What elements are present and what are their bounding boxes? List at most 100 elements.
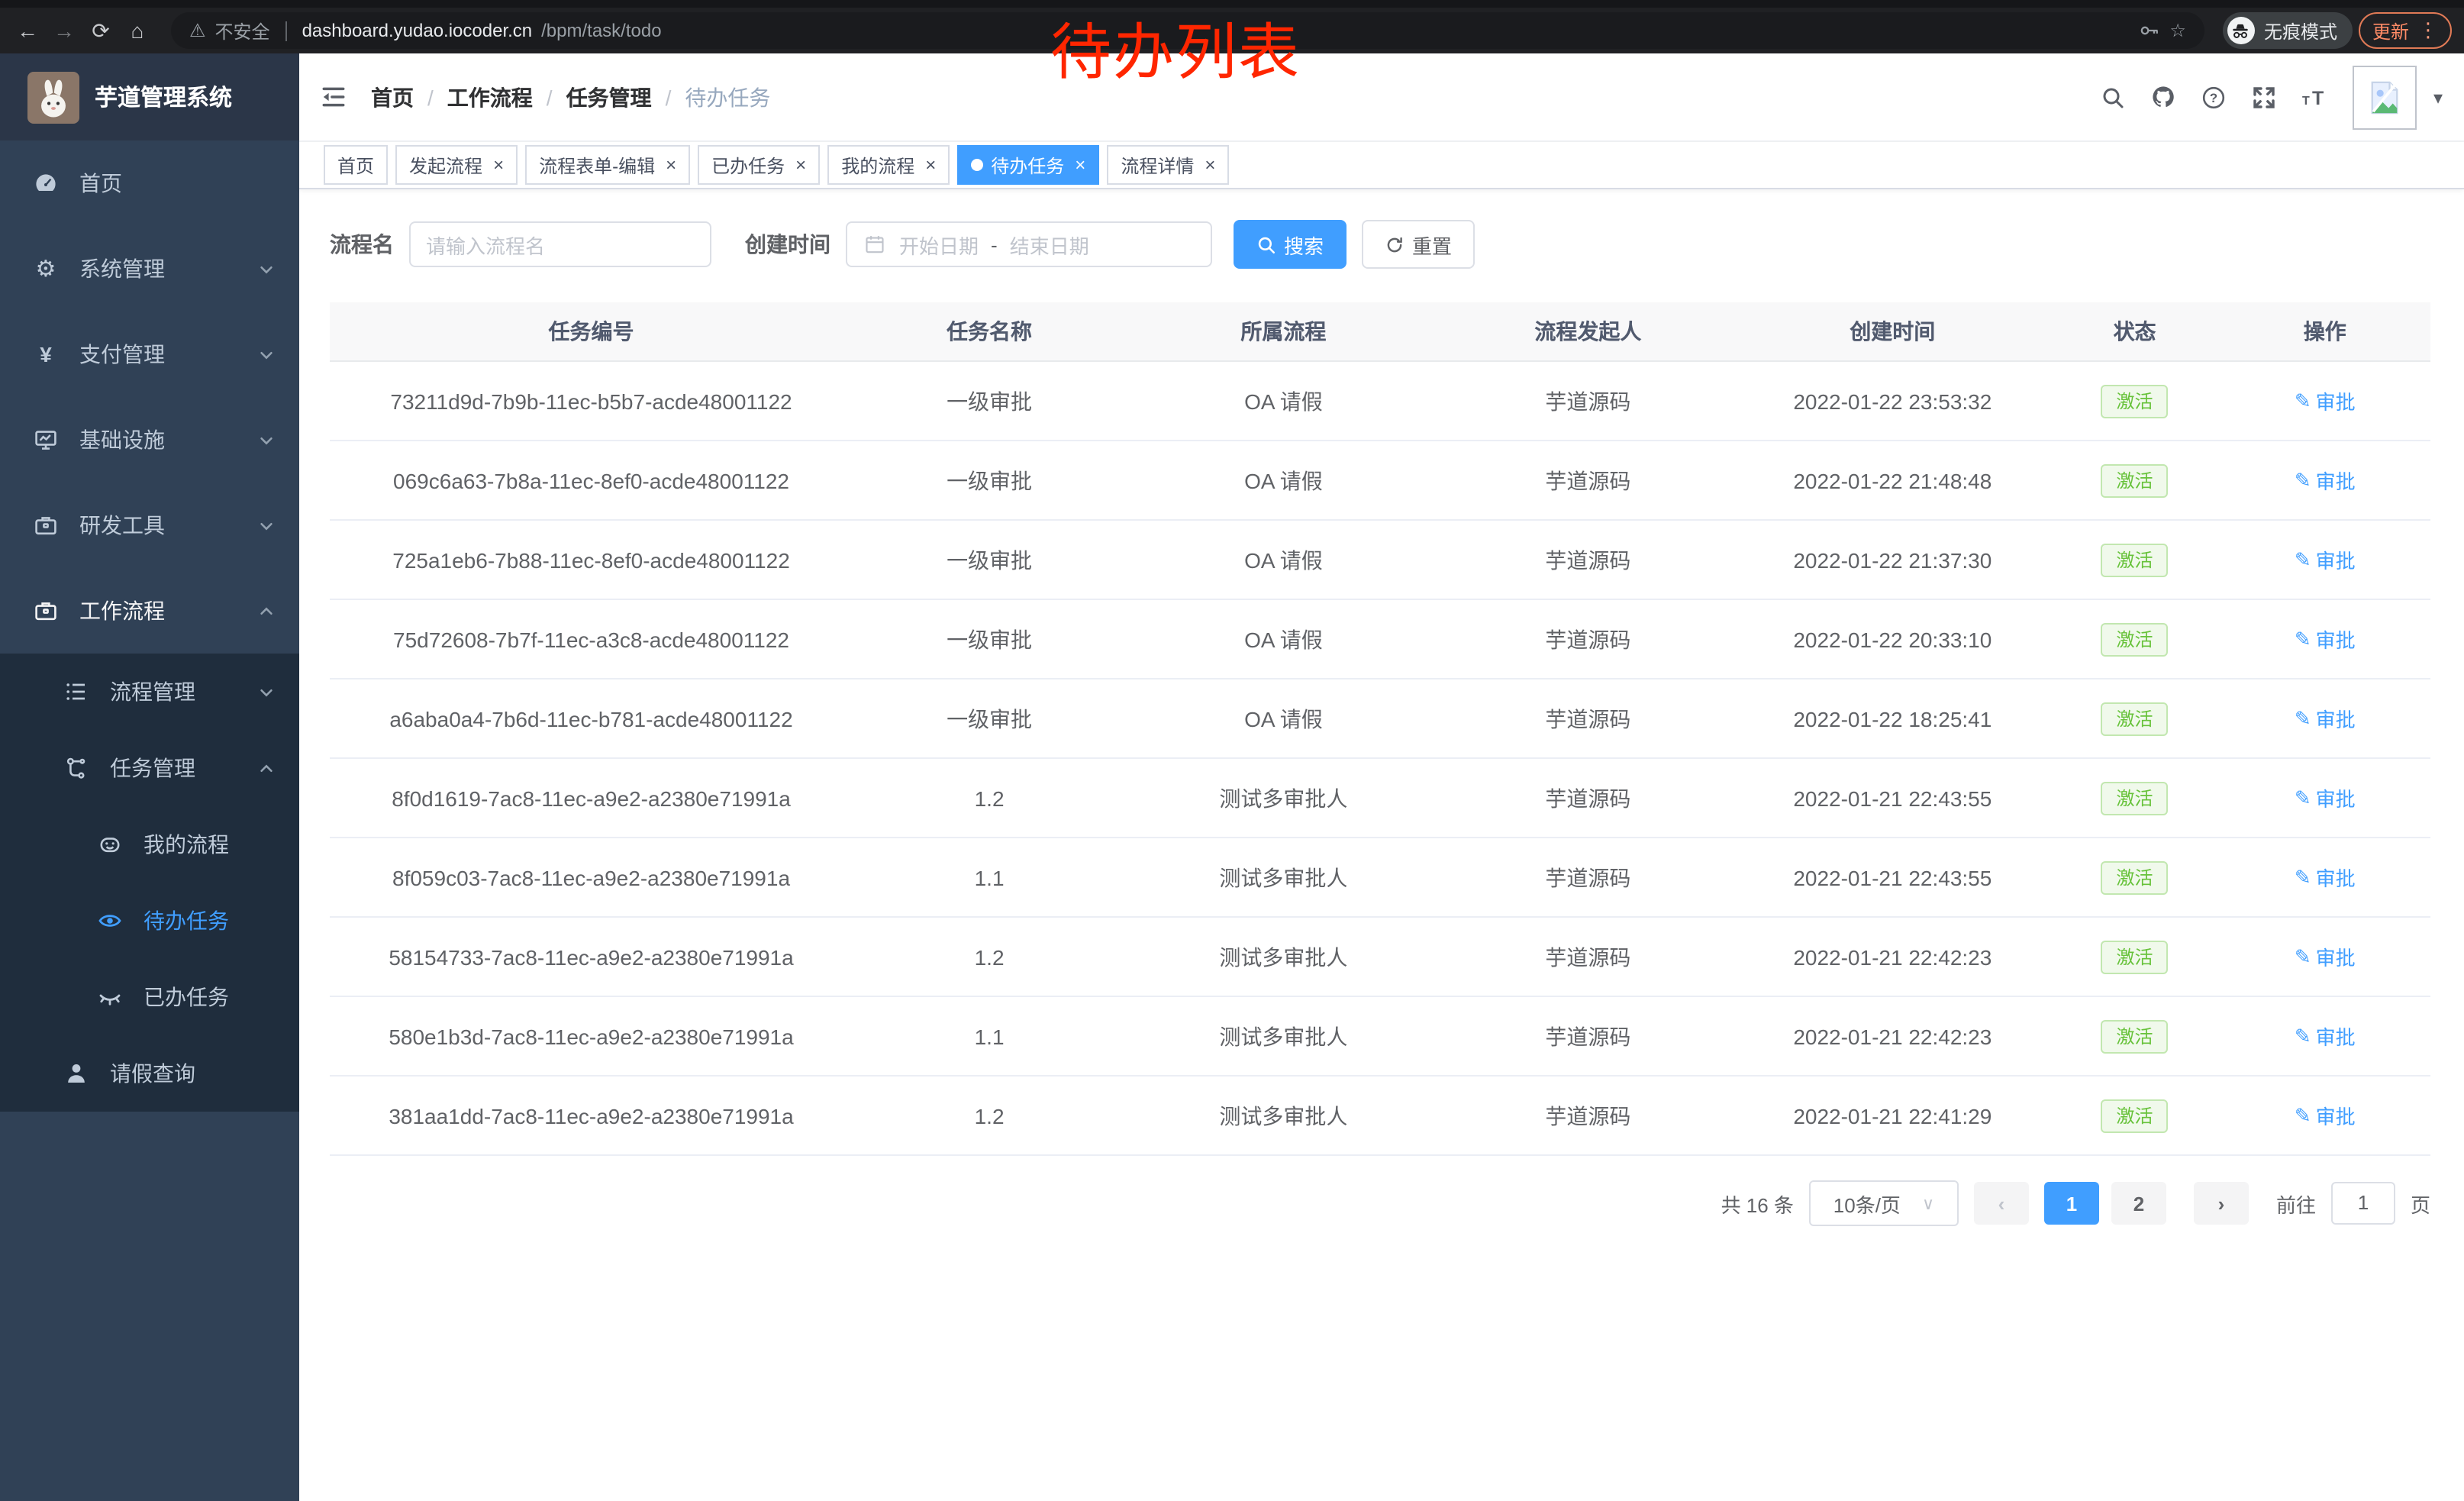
breadcrumb-item[interactable]: 工作流程: [447, 85, 533, 109]
cell-process: 测试多审批人: [1126, 838, 1441, 918]
table-row: 8f059c03-7ac8-11ec-a9e2-a2380e71991a 1.1 测…: [330, 838, 2430, 918]
tab-待办任务[interactable]: 待办任务 ×: [957, 145, 1100, 185]
breadcrumb-item[interactable]: 任务管理: [566, 85, 652, 109]
sidebar-item-workflow[interactable]: 工作流程: [0, 568, 299, 654]
sidebar-item-my-process[interactable]: 我的流程: [0, 806, 299, 883]
update-label: 更新: [2372, 21, 2409, 42]
avatar[interactable]: [2352, 65, 2417, 129]
avatar-chevron-down-icon[interactable]: ▾: [2433, 86, 2443, 108]
close-icon[interactable]: ×: [795, 154, 807, 176]
approve-link[interactable]: ✎ 审批: [2294, 389, 2356, 414]
page-button-2[interactable]: 2: [2111, 1182, 2166, 1225]
cell-status: 激活: [2050, 520, 2220, 600]
back-icon[interactable]: ←: [17, 18, 38, 43]
forward-icon[interactable]: →: [53, 18, 75, 43]
annotation-overlay: 待办列表: [1050, 20, 1301, 87]
next-page-button[interactable]: ›: [2193, 1182, 2249, 1225]
incognito-badge: 无痕模式: [2222, 12, 2353, 49]
cell-create-time: 2022-01-21 22:43:55: [1735, 758, 2050, 838]
tab-流程表单-编辑[interactable]: 流程表单-编辑 ×: [525, 145, 691, 185]
tab-首页[interactable]: 首页: [324, 145, 389, 185]
active-dot: [971, 159, 984, 171]
breadcrumb-item[interactable]: 待办任务: [685, 85, 771, 109]
sidebar-item-home[interactable]: 首页: [0, 140, 299, 226]
status-badge: 激活: [2101, 543, 2169, 576]
sidebar-item-label: 基础设施: [79, 428, 165, 452]
prev-page-button[interactable]: ‹: [1973, 1182, 2029, 1225]
breadcrumb-item[interactable]: 首页: [371, 85, 414, 109]
status-badge: 激活: [2101, 860, 2169, 894]
sidebar-item-process-mgmt[interactable]: 流程管理: [0, 654, 299, 730]
sidebar-item-system[interactable]: ⚙ 系统管理: [0, 226, 299, 311]
goto-page-input[interactable]: 1: [2330, 1182, 2395, 1225]
sidebar-item-todo-task[interactable]: 待办任务: [0, 883, 299, 959]
close-icon[interactable]: ×: [1205, 154, 1216, 176]
tab-label: 发起流程: [409, 155, 483, 176]
filter-bar: 流程名 请输入流程名 创建时间 开始日期 - 结束日期 搜索: [330, 220, 2430, 269]
cell-status: 激活: [2050, 1076, 2220, 1156]
process-name-input[interactable]: 请输入流程名: [409, 221, 711, 267]
close-icon[interactable]: ×: [1075, 154, 1086, 176]
cell-task-name: 一级审批: [853, 361, 1127, 441]
reload-icon[interactable]: ⟳: [92, 18, 110, 43]
help-icon[interactable]: ?: [2201, 85, 2226, 109]
approve-link[interactable]: ✎ 审批: [2294, 944, 2356, 970]
gear-icon: ⚙: [35, 256, 56, 282]
goto-label: 前往: [2275, 1193, 2316, 1216]
cell-action: ✎ 审批: [2219, 520, 2430, 600]
pagination-total: 共 16 条: [1721, 1193, 1794, 1216]
approve-link[interactable]: ✎ 审批: [2294, 547, 2356, 573]
sidebar-item-devtools[interactable]: 研发工具: [0, 483, 299, 568]
tab-label: 已办任务: [711, 155, 785, 176]
close-icon[interactable]: ×: [925, 154, 937, 176]
close-icon[interactable]: ×: [493, 154, 505, 176]
chevron-down-icon: [258, 346, 275, 363]
approve-link[interactable]: ✎ 审批: [2294, 627, 2356, 652]
approve-link[interactable]: ✎ 审批: [2294, 1024, 2356, 1049]
tab-流程详情[interactable]: 流程详情 ×: [1107, 145, 1230, 185]
reset-button[interactable]: 重置: [1362, 220, 1475, 269]
sidebar-item-leave-query[interactable]: 请假查询: [0, 1035, 299, 1112]
approve-link[interactable]: ✎ 审批: [2294, 468, 2356, 493]
approve-link[interactable]: ✎ 审批: [2294, 865, 2356, 890]
status-badge: 激活: [2101, 781, 2169, 815]
table-row: 58154733-7ac8-11ec-a9e2-a2380e71991a 1.2 测…: [330, 917, 2430, 997]
cell-task-name: 1.2: [853, 1076, 1127, 1156]
cell-create-time: 2022-01-21 22:42:23: [1735, 996, 2050, 1077]
tab-我的流程[interactable]: 我的流程 ×: [827, 145, 950, 185]
search-icon[interactable]: [2101, 85, 2125, 109]
approve-link[interactable]: ✎ 审批: [2294, 1103, 2356, 1128]
tab-label: 流程详情: [1121, 155, 1195, 176]
cell-action: ✎ 审批: [2219, 917, 2430, 997]
sidebar-item-task-mgmt[interactable]: 任务管理: [0, 730, 299, 806]
address-bar[interactable]: ⚠ 不安全 dashboard.yudao.iocoder.cn/bpm/tas…: [171, 12, 2204, 49]
bookmark-star-icon[interactable]: ☆: [2169, 20, 2186, 41]
approve-link[interactable]: ✎ 审批: [2294, 786, 2356, 811]
cell-task-name: 1.1: [853, 838, 1127, 918]
sidebar-item-done-task[interactable]: 已办任务: [0, 959, 299, 1035]
status-badge: 激活: [2101, 940, 2169, 973]
github-icon[interactable]: [2151, 85, 2175, 109]
home-icon[interactable]: ⌂: [131, 18, 144, 43]
cell-action: ✎ 审批: [2219, 679, 2430, 759]
hamburger-fold-icon[interactable]: [321, 84, 347, 110]
sidebar-item-payment[interactable]: ¥ 支付管理: [0, 311, 299, 397]
page-size-select[interactable]: 10条/页 ∨: [1808, 1180, 1959, 1226]
sidebar-item-infra[interactable]: 基础设施: [0, 397, 299, 483]
approve-link[interactable]: ✎ 审批: [2294, 706, 2356, 731]
browser-menu-dots-icon[interactable]: ⋮: [2418, 18, 2438, 41]
date-range-input[interactable]: 开始日期 - 结束日期: [846, 221, 1212, 267]
cell-action: ✎ 审批: [2219, 1076, 2430, 1156]
fullscreen-icon[interactable]: [2252, 85, 2276, 109]
page-button-1[interactable]: 1: [2043, 1182, 2099, 1225]
close-icon[interactable]: ×: [666, 154, 677, 176]
cell-task-name: 1.1: [853, 996, 1127, 1077]
cell-process: 测试多审批人: [1126, 1076, 1441, 1156]
search-button[interactable]: 搜索: [1234, 220, 1347, 269]
key-icon[interactable]: [2139, 20, 2160, 41]
tab-已办任务[interactable]: 已办任务 ×: [698, 145, 821, 185]
cell-task-id: 580e1b3d-7ac8-11ec-a9e2-a2380e71991a: [330, 996, 853, 1077]
tab-发起流程[interactable]: 发起流程 ×: [395, 145, 518, 185]
update-button[interactable]: 更新 ⋮: [2358, 12, 2452, 49]
